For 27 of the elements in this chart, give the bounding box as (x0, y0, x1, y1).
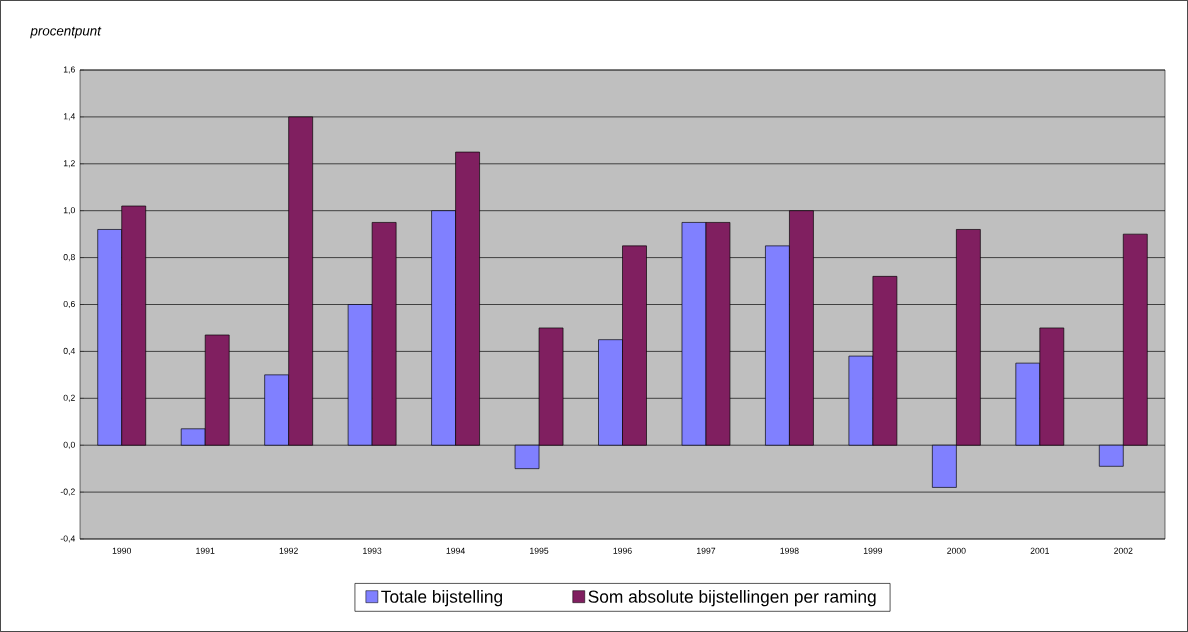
y-tick-label: 1,4 (63, 113, 76, 121)
y-tick-label: 0,0 (63, 441, 75, 449)
y-tick-label: 0,8 (63, 254, 75, 262)
x-tick-label: 1997 (697, 547, 716, 554)
y-tick-label: 0,4 (63, 347, 76, 355)
x-tick-label: 1998 (780, 547, 799, 554)
y-tick-label: 1,6 (63, 66, 75, 74)
y-tick-label: 0,6 (63, 300, 75, 309)
x-tick-label: 2002 (1114, 547, 1133, 554)
y-tick-label: 0,2 (63, 394, 75, 402)
x-tick-label: 1995 (530, 547, 549, 554)
y-tick-label: 1,2 (63, 160, 75, 168)
x-tick-label: 1993 (363, 547, 382, 554)
y-axis-title: procentpunt (30, 26, 102, 39)
legend-label: Som absolute bijstellingen per raming (588, 590, 876, 607)
x-tick-label: 1999 (863, 547, 883, 554)
x-tick-label: 1990 (112, 547, 132, 554)
x-tick-label: 1992 (279, 547, 298, 554)
x-tick-label: 1994 (446, 547, 465, 554)
x-tick-label: 2001 (1030, 547, 1050, 554)
legend-label: Totale bijstelling (381, 590, 503, 607)
y-tick-label: -0,2 (60, 488, 75, 496)
y-tick-label: 1,0 (63, 207, 75, 215)
x-tick-label: 1996 (613, 547, 632, 554)
x-tick-label: 2000 (947, 547, 966, 554)
x-tick-label: 1991 (196, 547, 215, 554)
y-tick-label: -0,4 (60, 535, 76, 543)
